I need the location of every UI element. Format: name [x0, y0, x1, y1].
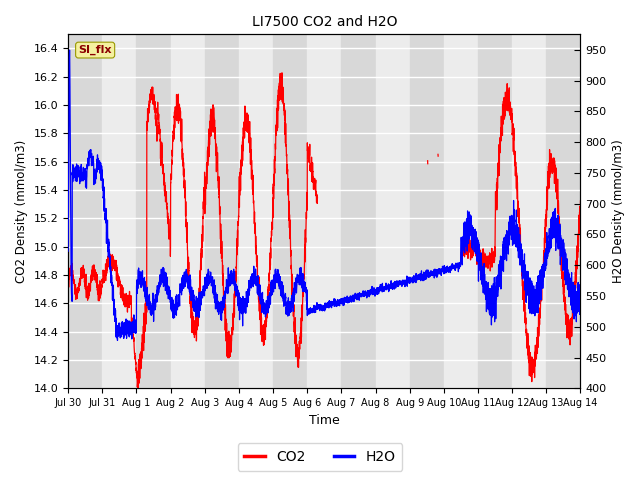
Bar [547, 35, 580, 388]
Bar [478, 35, 512, 388]
Bar [307, 35, 341, 388]
Y-axis label: H2O Density (mmol/m3): H2O Density (mmol/m3) [612, 140, 625, 283]
Bar [136, 35, 171, 388]
Bar [444, 35, 478, 388]
Bar [410, 35, 444, 388]
Bar [341, 35, 376, 388]
Title: LI7500 CO2 and H2O: LI7500 CO2 and H2O [252, 15, 397, 29]
Bar [512, 35, 547, 388]
Text: SI_flx: SI_flx [78, 45, 112, 55]
Bar [239, 35, 273, 388]
Bar [68, 35, 102, 388]
Legend: CO2, H2O: CO2, H2O [237, 443, 403, 471]
Y-axis label: CO2 Density (mmol/m3): CO2 Density (mmol/m3) [15, 140, 28, 283]
Bar [273, 35, 307, 388]
Bar [376, 35, 410, 388]
Bar [171, 35, 205, 388]
X-axis label: Time: Time [309, 414, 340, 427]
Bar [102, 35, 136, 388]
Bar [205, 35, 239, 388]
